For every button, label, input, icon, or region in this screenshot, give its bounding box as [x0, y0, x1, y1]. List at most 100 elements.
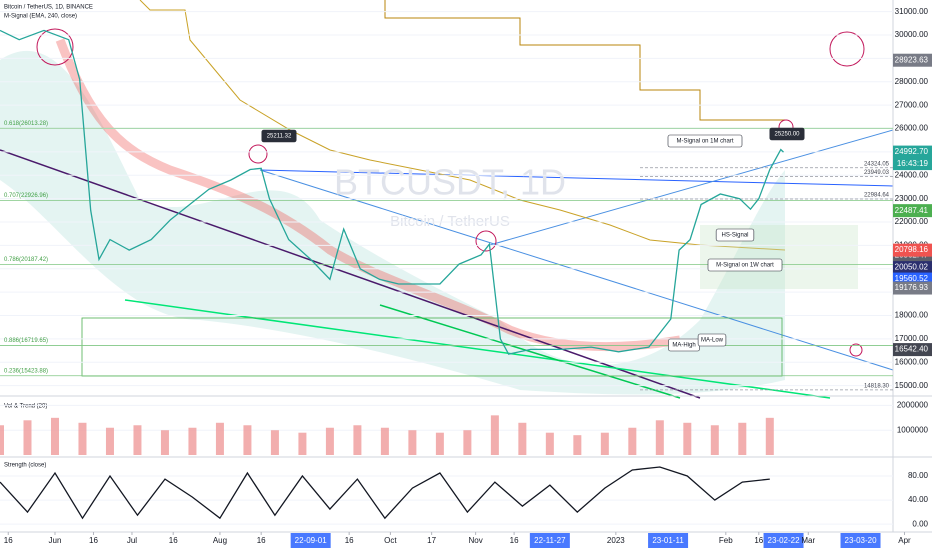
price-label: 22487.41	[895, 206, 929, 215]
annotation-text: 25211.32	[267, 134, 292, 140]
annotation-text: M-Signal on 1W chart	[716, 263, 774, 269]
cloud-band	[0, 50, 785, 395]
volume-bar	[78, 422, 87, 455]
countdown: 16:43:19	[897, 159, 929, 168]
y-tick-label: 28000.00	[895, 77, 929, 86]
volume-bar	[518, 422, 527, 455]
step-line	[384, 0, 785, 121]
x-tick-highlight	[648, 533, 689, 548]
x-tick-label: 2023	[607, 536, 625, 545]
volume-bar	[0, 425, 4, 455]
volume-bar	[435, 432, 444, 455]
x-tick-label: 16	[345, 536, 354, 545]
x-tick-label: 16	[89, 536, 98, 545]
step-line	[139, 0, 786, 251]
price-label-box	[893, 243, 932, 257]
level-label: 24324.05	[864, 161, 890, 167]
y-tick-label: 0.00	[912, 519, 928, 528]
trend-line	[489, 129, 894, 246]
volume-bar	[573, 435, 582, 455]
trend-line	[379, 304, 681, 399]
annotation-box	[707, 258, 783, 272]
volume-bar	[50, 417, 59, 455]
annotation: MA-Low	[697, 333, 727, 347]
x-tick-label: 16	[754, 536, 763, 545]
x-tick-label: 17	[427, 536, 436, 545]
annotation: M-Signal on 1W chart	[707, 258, 783, 272]
y-tick-label: 22000.00	[895, 217, 929, 226]
x-tick-label: 16	[4, 536, 13, 545]
volume-bar	[710, 425, 719, 455]
volume-bar	[380, 427, 389, 455]
annotation-text: MA-High	[672, 343, 695, 349]
price-label-box	[893, 261, 932, 275]
x-tick-highlight	[763, 533, 804, 548]
fib-label: 0.707(22926.96)	[4, 193, 48, 199]
fib-label: 0.786(20187.42)	[4, 257, 48, 263]
x-tick-label: Aug	[213, 536, 227, 545]
annotation-box	[261, 129, 297, 143]
volume-bar	[243, 425, 252, 455]
annotation-text: 25250.00	[774, 132, 800, 138]
x-tick-label: 23-01-11	[652, 536, 684, 545]
price-label-box	[893, 204, 932, 218]
price-line	[0, 466, 770, 520]
y-tick-label: 23000.00	[895, 194, 929, 203]
volume-bar	[655, 420, 664, 455]
volume-bar	[738, 422, 747, 455]
volume-bar	[298, 432, 307, 455]
volume-bar	[490, 415, 499, 455]
fib-label: 0.236(15423.88)	[4, 368, 48, 374]
price-label: 19176.93	[895, 283, 929, 292]
annotation-box	[715, 228, 755, 242]
volume-bar	[628, 427, 637, 455]
volume-bar	[545, 432, 554, 455]
y-tick-label: 16000.00	[895, 357, 929, 366]
circle-marker	[829, 31, 865, 67]
x-tick-label: 16	[257, 536, 266, 545]
volume-bar	[408, 430, 417, 455]
circle-marker	[248, 144, 268, 164]
y-tick-label: 40.00	[908, 495, 929, 504]
watermark-subtitle: Bitcoin / TetherUS	[390, 213, 510, 230]
y-tick-label: 27000.00	[895, 100, 929, 109]
price-label: 24992.70	[895, 147, 929, 156]
volume-bar	[353, 425, 362, 455]
annotation: HS-Signal	[715, 228, 755, 242]
y-tick-label: 18000.00	[895, 311, 929, 320]
level-label: 22984.64	[864, 193, 890, 199]
volume-bar	[270, 430, 279, 455]
annotation-text: M-Signal on 1M chart	[676, 139, 733, 145]
watermark: BTCUSDT, 1D	[334, 162, 566, 203]
trend-line	[259, 169, 894, 371]
annotation-box	[769, 127, 805, 141]
x-tick-highlight	[840, 533, 881, 548]
x-tick-label: Nov	[469, 536, 483, 545]
volume-bar	[23, 420, 32, 455]
price-label: 16542.40	[895, 345, 929, 354]
y-tick-label: 80.00	[908, 471, 929, 480]
y-tick-label: 15000.00	[895, 381, 929, 390]
trend-line	[259, 169, 894, 187]
circle-marker	[36, 28, 74, 66]
annotation: 25211.32	[261, 129, 297, 143]
annotation: MA-High	[668, 338, 700, 352]
volume-bar	[133, 425, 142, 455]
x-tick-label: 23-03-20	[845, 536, 878, 545]
volume-bar	[683, 422, 692, 455]
y-tick-label: 26000.00	[895, 124, 929, 133]
countdown-box	[893, 158, 932, 171]
y-tick-label: 2000000	[897, 401, 929, 410]
volume-bar	[105, 427, 114, 455]
y-tick-label: 31000.00	[895, 7, 929, 16]
price-label: 28923.63	[895, 55, 929, 64]
trend-line	[124, 299, 831, 399]
fib-label: 0.618(26013.28)	[4, 121, 48, 127]
price-label-box	[893, 281, 932, 295]
volume-bar	[325, 427, 334, 455]
pane-title: Strength (close)	[4, 463, 46, 469]
annotation: M-Signal on 1M chart	[667, 134, 743, 148]
annotation-box	[667, 134, 743, 148]
level-label: 23949.03	[864, 170, 890, 176]
